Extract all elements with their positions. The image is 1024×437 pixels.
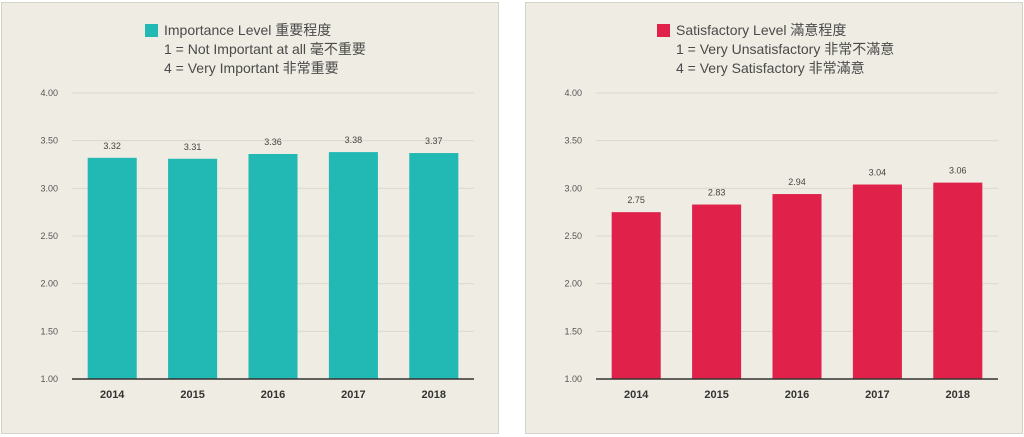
satisfaction-legend-swatch xyxy=(657,24,670,37)
importance-value-label-2014: 3.32 xyxy=(103,141,121,151)
satisfaction-bar-2016 xyxy=(772,194,822,379)
importance-chart-panel: Importance Level 重要程度 1 = Not Important … xyxy=(1,2,499,434)
importance-bar-2018 xyxy=(409,153,459,379)
importance-y-tick-label: 4.00 xyxy=(40,88,58,98)
importance-x-tick-label-2016: 2016 xyxy=(261,389,285,401)
satisfaction-bar-2018 xyxy=(933,182,983,379)
satisfaction-legend-title: Satisfactory Level 滿意程度 xyxy=(676,22,847,38)
importance-value-label-2016: 3.36 xyxy=(264,137,282,147)
importance-legend: Importance Level 重要程度 1 = Not Important … xyxy=(145,21,366,78)
importance-value-label-2017: 3.38 xyxy=(345,135,363,145)
importance-x-tick-label-2015: 2015 xyxy=(180,389,204,401)
importance-x-tick-label-2017: 2017 xyxy=(341,389,365,401)
satisfaction-y-tick-label: 2.00 xyxy=(564,279,582,289)
satisfaction-legend-scale-max: 4 = Very Satisfactory 非常滿意 xyxy=(676,60,865,76)
satisfaction-y-tick-label: 4.00 xyxy=(564,88,582,98)
satisfaction-x-tick-label-2015: 2015 xyxy=(704,389,728,401)
importance-legend-swatch xyxy=(145,24,158,37)
importance-bar-chart: 1.00 1.50 2.00 2.50 3.00 3.50 4.00 3.32 2014 3.31… xyxy=(40,88,474,401)
satisfaction-x-tick-label-2016: 2016 xyxy=(785,389,809,401)
importance-y-tick-label: 2.50 xyxy=(40,231,58,241)
importance-legend-scale-min: 1 = Not Important at all 毫不重要 xyxy=(164,41,366,57)
satisfaction-y-tick-label: 3.50 xyxy=(564,136,582,146)
importance-value-label-2018: 3.37 xyxy=(425,136,443,146)
importance-y-tick-label: 3.50 xyxy=(40,136,58,146)
satisfaction-value-label-2015: 2.83 xyxy=(708,188,726,198)
importance-bar-2016 xyxy=(248,154,298,379)
satisfaction-y-tick-label: 1.50 xyxy=(564,326,582,336)
importance-y-tick-label: 1.00 xyxy=(40,374,58,384)
satisfaction-bar-chart: 1.00 1.50 2.00 2.50 3.00 3.50 4.00 2.75 2014 2.83… xyxy=(564,88,998,401)
importance-x-tick-label-2014: 2014 xyxy=(100,389,125,401)
importance-legend-title: Importance Level 重要程度 xyxy=(164,22,332,38)
importance-bar-2015 xyxy=(168,158,218,379)
satisfaction-x-tick-label-2018: 2018 xyxy=(946,389,970,401)
satisfaction-y-tick-label: 2.50 xyxy=(564,231,582,241)
importance-bar-2014 xyxy=(87,157,137,379)
importance-value-label-2015: 3.31 xyxy=(184,142,202,152)
importance-bar-2017 xyxy=(328,152,378,379)
importance-legend-scale-max: 4 = Very Important 非常重要 xyxy=(164,60,339,76)
satisfaction-y-tick-label: 1.00 xyxy=(564,374,582,384)
importance-y-tick-label: 1.50 xyxy=(40,326,58,336)
satisfaction-legend-scale-min: 1 = Very Unsatisfactory 非常不滿意 xyxy=(676,41,895,57)
satisfaction-x-tick-label-2014: 2014 xyxy=(624,389,649,401)
importance-y-tick-label: 3.00 xyxy=(40,183,58,193)
importance-y-tick-label: 2.00 xyxy=(40,279,58,289)
satisfaction-y-tick-label: 3.00 xyxy=(564,183,582,193)
satisfaction-chart-panel: Satisfactory Level 滿意程度 1 = Very Unsatis… xyxy=(525,2,1023,434)
satisfaction-x-tick-label-2017: 2017 xyxy=(865,389,889,401)
satisfaction-value-label-2016: 2.94 xyxy=(788,177,806,187)
satisfaction-value-label-2017: 3.04 xyxy=(869,168,887,178)
satisfaction-legend: Satisfactory Level 滿意程度 1 = Very Unsatis… xyxy=(657,21,894,78)
importance-x-tick-label-2018: 2018 xyxy=(422,389,446,401)
satisfaction-bar-2015 xyxy=(692,204,742,379)
satisfaction-value-label-2018: 3.06 xyxy=(949,166,967,176)
satisfaction-value-label-2014: 2.75 xyxy=(627,195,645,205)
satisfaction-bar-2017 xyxy=(852,184,902,379)
satisfaction-bar-2014 xyxy=(611,212,661,379)
